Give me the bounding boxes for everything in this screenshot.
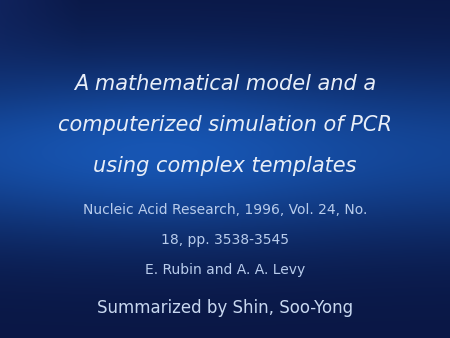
Text: Nucleic Acid Research, 1996, Vol. 24, No.: Nucleic Acid Research, 1996, Vol. 24, No… bbox=[83, 202, 367, 217]
Text: Summarized by Shin, Soo-Yong: Summarized by Shin, Soo-Yong bbox=[97, 298, 353, 317]
Text: 18, pp. 3538-3545: 18, pp. 3538-3545 bbox=[161, 233, 289, 247]
Text: A mathematical model and a: A mathematical model and a bbox=[74, 74, 376, 95]
Text: E. Rubin and A. A. Levy: E. Rubin and A. A. Levy bbox=[145, 263, 305, 277]
Text: computerized simulation of PCR: computerized simulation of PCR bbox=[58, 115, 392, 135]
Text: using complex templates: using complex templates bbox=[93, 155, 357, 176]
